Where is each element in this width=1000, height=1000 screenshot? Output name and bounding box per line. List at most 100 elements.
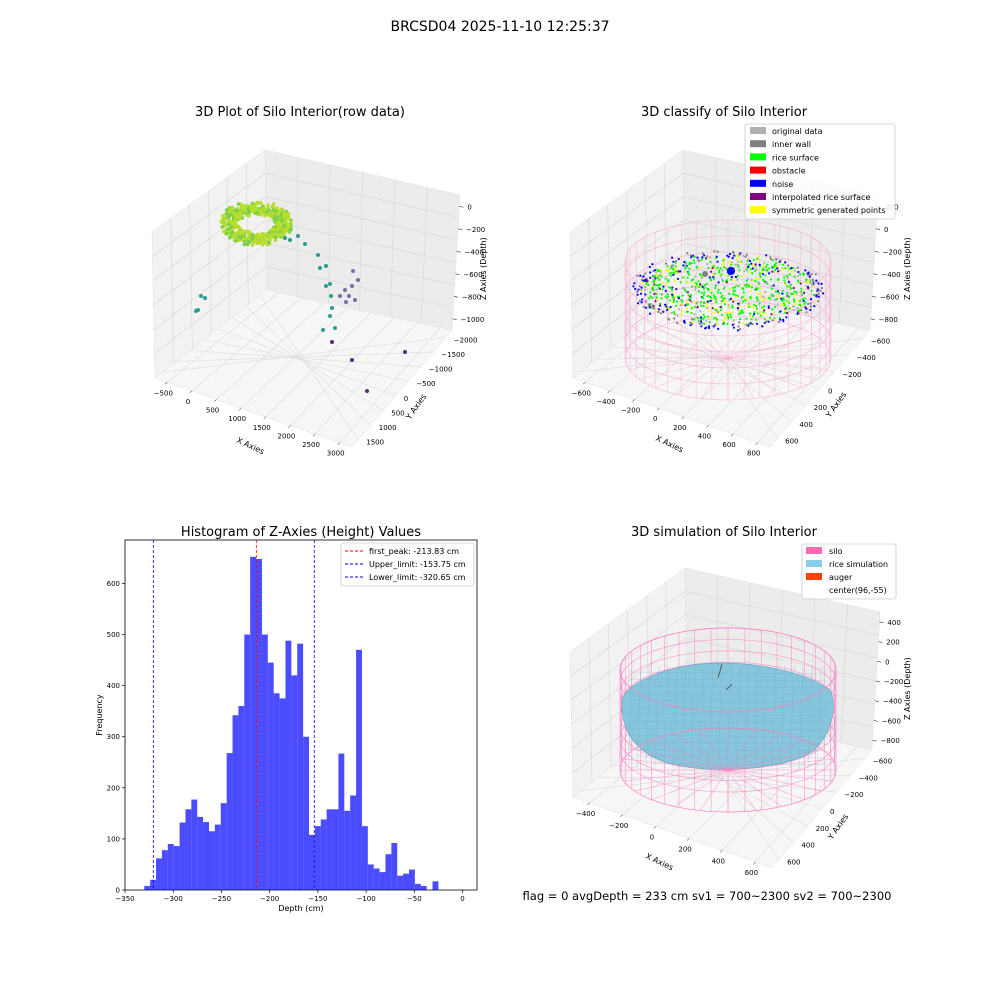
simulation-ztick-label: −800 bbox=[881, 737, 900, 745]
legend-swatch bbox=[750, 153, 766, 161]
classify-legend-label: noise bbox=[772, 180, 793, 189]
raw-xtick-label: 500 bbox=[206, 407, 219, 415]
classify-ztick-label: −600 bbox=[880, 293, 899, 301]
classify-xtick-label: −400 bbox=[596, 398, 615, 406]
raw-ytick-label: −500 bbox=[416, 380, 435, 388]
raw-ytick-label: −1000 bbox=[429, 366, 453, 374]
raw-ytick-label: 500 bbox=[391, 409, 404, 417]
legend-swatch bbox=[806, 573, 822, 580]
raw-xtick-label: 1000 bbox=[228, 415, 246, 423]
raw-xtick-label: 3000 bbox=[327, 450, 345, 458]
histogram-bar bbox=[303, 736, 309, 890]
histogram-bar bbox=[179, 822, 186, 890]
simulation-ytick-label: 600 bbox=[787, 859, 800, 867]
histogram-bar bbox=[156, 858, 162, 890]
raw-ztick-label: 0 bbox=[467, 203, 471, 211]
histogram-ytick-label: 100 bbox=[107, 835, 120, 843]
raw-xtick-label: 2000 bbox=[278, 432, 296, 440]
histogram-bar bbox=[391, 842, 398, 890]
histogram-bar bbox=[320, 819, 327, 890]
histogram-bar bbox=[403, 873, 410, 890]
histogram-panel: Histogram of Z-Axies (Height) Values −35… bbox=[95, 525, 478, 913]
classify-3d-panel: 3D classify of Silo Interior X Axies Y A… bbox=[569, 105, 912, 458]
raw-ztick-label: −600 bbox=[463, 271, 482, 279]
simulation-legend-label: auger bbox=[829, 573, 853, 582]
simulation-legend-label: center(96,-55) bbox=[829, 586, 887, 595]
classify-ytick-label: −600 bbox=[871, 337, 890, 345]
histogram-bar bbox=[250, 556, 257, 890]
histogram-bar bbox=[203, 822, 209, 890]
classify-ytick-label: 0 bbox=[828, 388, 832, 396]
classify-legend-label: original data bbox=[772, 127, 823, 136]
classify-ztick-label: −400 bbox=[881, 271, 900, 279]
legend-swatch bbox=[750, 193, 766, 200]
legend-swatch bbox=[806, 560, 822, 567]
rice-surface-shape bbox=[621, 662, 834, 770]
classified-point-cloud bbox=[632, 250, 825, 332]
simulation-xtick-label: −400 bbox=[576, 810, 595, 818]
histogram-ylabel: Frequency bbox=[95, 694, 104, 736]
raw-ztick-label: −1000 bbox=[461, 316, 485, 324]
classify-ytick-label: 200 bbox=[814, 404, 827, 412]
histogram-xtick-label: −250 bbox=[212, 895, 231, 903]
histogram-ytick-label: 600 bbox=[107, 580, 120, 588]
simulation-ztick-label: 0 bbox=[885, 658, 889, 666]
histogram-legend-label: first_peak: -213.83 cm bbox=[369, 547, 459, 556]
histogram-xtick-label: −100 bbox=[356, 895, 375, 903]
simulation-xtick-label: 400 bbox=[712, 857, 725, 865]
histogram-bar bbox=[379, 872, 386, 890]
simulation-ztick-label: 200 bbox=[886, 639, 899, 647]
classify-xtick-label: 800 bbox=[747, 450, 760, 458]
histogram-bar bbox=[344, 810, 351, 890]
histogram-bar bbox=[256, 558, 262, 890]
simulation-xtick-label: −200 bbox=[609, 822, 628, 830]
histogram-bar bbox=[226, 753, 233, 890]
simulation-ytick-label: −400 bbox=[859, 774, 878, 782]
raw-ztick-label: −800 bbox=[462, 293, 481, 301]
histogram-bar bbox=[238, 706, 245, 890]
histogram-bar bbox=[420, 885, 427, 890]
legend-swatch bbox=[806, 547, 822, 554]
histogram-bar bbox=[397, 875, 404, 890]
histogram-bar bbox=[356, 649, 362, 890]
histogram-bar bbox=[209, 831, 215, 890]
histogram-bar bbox=[244, 634, 251, 890]
raw-ytick-label: −2000 bbox=[454, 336, 478, 344]
classify-xtick-label: −200 bbox=[621, 407, 640, 415]
histogram-bar bbox=[414, 883, 421, 890]
classify-xtick-label: 600 bbox=[722, 441, 735, 449]
histogram-y-ticks: 0 100 200 300 400 500 600 bbox=[107, 580, 125, 895]
histogram-bar bbox=[173, 846, 180, 890]
raw-ztick-label: −200 bbox=[466, 226, 485, 234]
histogram-bar bbox=[332, 809, 339, 890]
simulation-ztick-label: −400 bbox=[883, 698, 902, 706]
histogram-bar bbox=[373, 868, 380, 890]
raw-ytick-label: 1000 bbox=[379, 424, 397, 432]
histogram-bar bbox=[261, 634, 268, 890]
classify-ytick-label: 600 bbox=[785, 438, 798, 446]
classify-legend-label: symmetric generated points bbox=[772, 206, 885, 215]
simulation-zlabel: Z Axies (Depth) bbox=[903, 657, 912, 720]
classify-xlabel: X Axies bbox=[654, 434, 685, 455]
histogram-reference-lines bbox=[152, 540, 315, 890]
histogram-bar bbox=[432, 881, 439, 890]
figure-suptitle: BRCSD04 2025-11-10 12:25:37 bbox=[390, 19, 609, 35]
simulation-ytick-label: −200 bbox=[844, 791, 863, 799]
histogram-ytick-label: 0 bbox=[116, 887, 120, 895]
raw-ztick-label: −400 bbox=[465, 248, 484, 256]
simulation-ztick-label: −200 bbox=[884, 678, 903, 686]
legend-swatch bbox=[750, 206, 766, 214]
classify-ztick-label: 0 bbox=[884, 226, 888, 234]
simulation-legend-label: silo bbox=[829, 547, 843, 556]
simulation-legend-label: rice simulation bbox=[829, 560, 888, 569]
raw-xlabel: X Axies bbox=[235, 436, 266, 457]
histogram-legend-label: Upper_limit: -153.75 cm bbox=[369, 560, 466, 569]
histogram-legend: first_peak: -213.83 cm Upper_limit: -153.… bbox=[340, 542, 475, 587]
simulation-ztick-label: −600 bbox=[882, 717, 901, 725]
raw-point-cloud bbox=[194, 200, 407, 393]
histogram-bars bbox=[144, 556, 439, 890]
classify-zlabel: Z Axies (Depth) bbox=[903, 237, 912, 300]
histogram-bar bbox=[161, 850, 168, 890]
classify-ytick-label: −200 bbox=[842, 371, 861, 379]
simulation-ztick-label: 400 bbox=[887, 619, 900, 627]
